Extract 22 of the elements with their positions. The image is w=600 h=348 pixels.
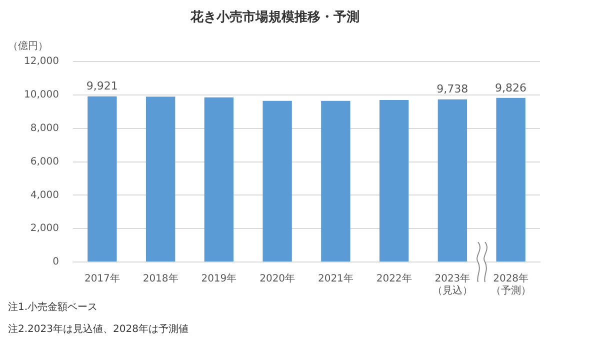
data-label: 9,738 (436, 82, 468, 96)
y-tick-label: 4,000 (30, 190, 59, 201)
chart-title: 花き小売市場規模推移・予測 (190, 9, 360, 26)
text: 注1.小売金額ベース (8, 300, 98, 314)
x-tick-label: 2023年（見込） (432, 272, 472, 297)
text: 注2.2023年は見込値、2028年は予測値 (8, 322, 188, 336)
y-tick-label: 0 (52, 256, 59, 268)
x-tick-label: 2028年（予測） (490, 272, 531, 297)
data-label: 9,826 (495, 81, 527, 94)
data-label: 9,921 (86, 80, 118, 93)
y-tick-label: 12,000 (24, 56, 59, 68)
x-tick-label: 2022年 (376, 272, 412, 285)
x-tick-label: 2021年 (318, 272, 354, 285)
y-axis-title: （億円） (8, 40, 48, 52)
y-tick-label: 2,000 (30, 223, 59, 234)
x-tick-label: 2017年 (84, 272, 120, 285)
y-tick-label: 8,000 (30, 122, 59, 134)
y-tick-label: 6,000 (30, 156, 59, 168)
x-tick-label: 2018年 (142, 272, 178, 285)
y-tick-label: 10,000 (24, 90, 59, 101)
x-tick-label: 2019年 (201, 272, 237, 285)
x-tick-label: 2020年 (260, 272, 296, 285)
